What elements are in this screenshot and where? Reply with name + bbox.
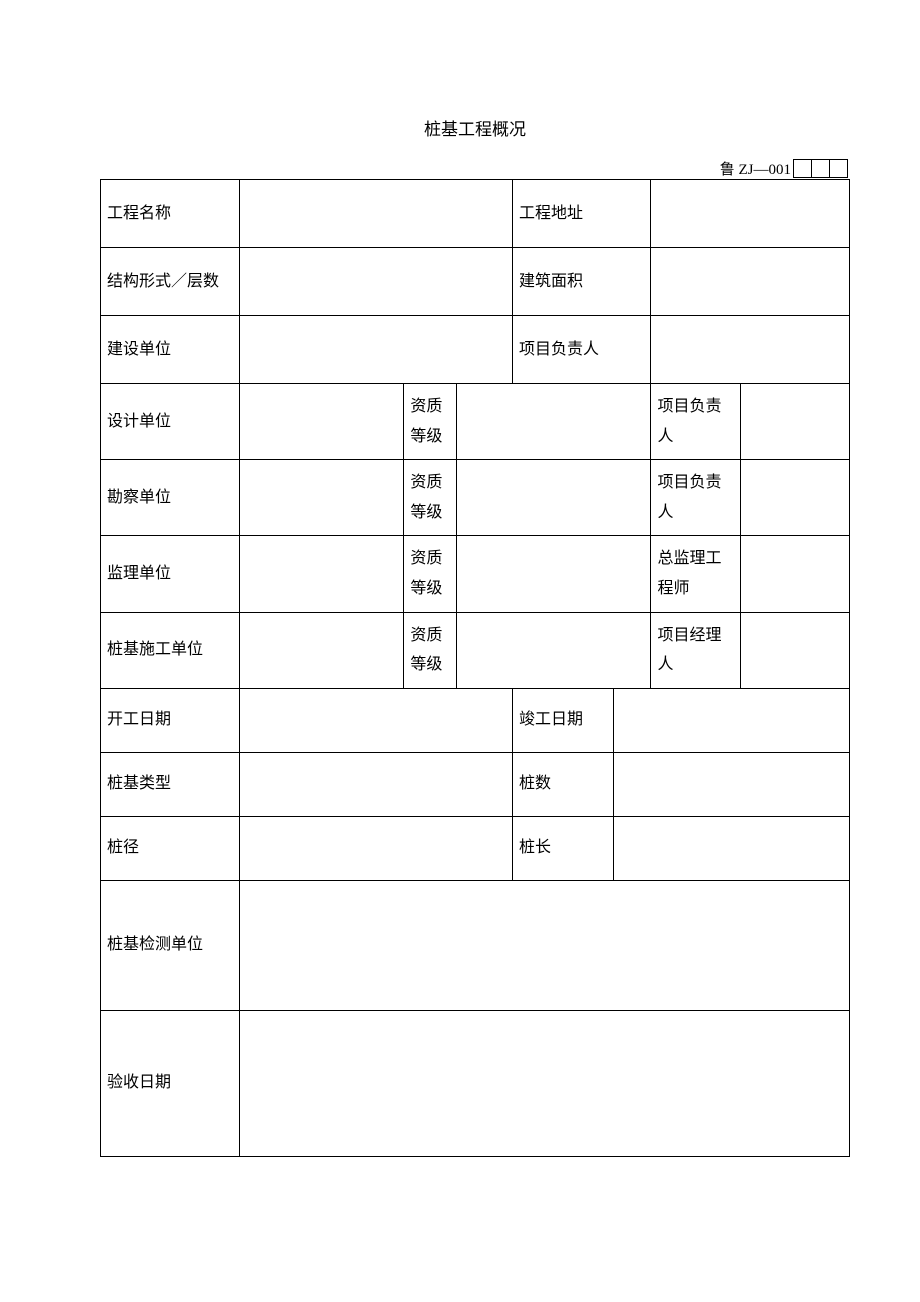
- label-project-leader: 项目负责人: [512, 316, 651, 384]
- value-pile-diameter: [239, 816, 512, 880]
- value-start-date: [239, 688, 512, 752]
- value-pile-type: [239, 752, 512, 816]
- label-project-manager: 项目经理人: [651, 612, 741, 688]
- table-row: 桩基类型 桩数: [101, 752, 850, 816]
- main-table: 工程名称 工程地址 结构形式／层数 建筑面积 建设单位 项目负责人 设计单位 资…: [100, 179, 850, 1157]
- label-pile-length: 桩长: [512, 816, 613, 880]
- table-row: 建设单位 项目负责人: [101, 316, 850, 384]
- label-design-unit: 设计单位: [101, 384, 240, 460]
- label-design-project-leader: 项目负责人: [651, 384, 741, 460]
- table-row: 验收日期: [101, 1010, 850, 1156]
- table-row: 设计单位 资质等级 项目负责人: [101, 384, 850, 460]
- label-survey-project-leader: 项目负责人: [651, 460, 741, 536]
- label-pile-construction-unit: 桩基施工单位: [101, 612, 240, 688]
- table-row: 开工日期 竣工日期: [101, 688, 850, 752]
- form-title: 桩基工程概况: [100, 115, 850, 140]
- doc-code-text: 鲁 ZJ—001: [720, 158, 791, 179]
- value-project-name: [239, 180, 512, 248]
- value-project-leader: [651, 316, 850, 384]
- label-qualification-level: 资质等级: [404, 536, 456, 612]
- label-qualification-level: 资质等级: [404, 384, 456, 460]
- table-row: 工程名称 工程地址: [101, 180, 850, 248]
- label-building-area: 建筑面积: [512, 248, 651, 316]
- label-qualification-level: 资质等级: [404, 460, 456, 536]
- table-row: 桩基检测单位: [101, 880, 850, 1010]
- label-project-name: 工程名称: [101, 180, 240, 248]
- value-acceptance-date: [239, 1010, 849, 1156]
- value-construction-unit: [239, 316, 512, 384]
- value-survey-unit: [239, 460, 404, 536]
- label-pile-testing-unit: 桩基检测单位: [101, 880, 240, 1010]
- table-row: 监理单位 资质等级 总监理工程师: [101, 536, 850, 612]
- table-row: 桩基施工单位 资质等级 项目经理人: [101, 612, 850, 688]
- label-chief-supervision-engineer: 总监理工程师: [651, 536, 741, 612]
- value-structure-floors: [239, 248, 512, 316]
- value-pile-length: [614, 816, 850, 880]
- value-qualification-level: [456, 460, 651, 536]
- label-structure-floors: 结构形式／层数: [101, 248, 240, 316]
- label-start-date: 开工日期: [101, 688, 240, 752]
- code-box: [829, 159, 848, 178]
- value-completion-date: [614, 688, 850, 752]
- value-pile-construction-unit: [239, 612, 404, 688]
- code-box: [793, 159, 812, 178]
- value-qualification-level: [456, 612, 651, 688]
- value-project-address: [651, 180, 850, 248]
- value-supervision-unit: [239, 536, 404, 612]
- value-project-manager: [741, 612, 850, 688]
- doc-code-row: 鲁 ZJ—001: [100, 158, 850, 179]
- value-design-project-leader: [741, 384, 850, 460]
- code-box: [811, 159, 830, 178]
- form-page: 桩基工程概况 鲁 ZJ—001 工程名称 工程地址: [0, 0, 920, 1237]
- label-pile-type: 桩基类型: [101, 752, 240, 816]
- label-supervision-unit: 监理单位: [101, 536, 240, 612]
- label-acceptance-date: 验收日期: [101, 1010, 240, 1156]
- label-construction-unit: 建设单位: [101, 316, 240, 384]
- value-design-unit: [239, 384, 404, 460]
- label-survey-unit: 勘察单位: [101, 460, 240, 536]
- label-pile-count: 桩数: [512, 752, 613, 816]
- table-row: 结构形式／层数 建筑面积: [101, 248, 850, 316]
- value-building-area: [651, 248, 850, 316]
- value-chief-supervision-engineer: [741, 536, 850, 612]
- table-row: 勘察单位 资质等级 项目负责人: [101, 460, 850, 536]
- value-qualification-level: [456, 384, 651, 460]
- value-pile-count: [614, 752, 850, 816]
- table-row: 桩径 桩长: [101, 816, 850, 880]
- value-survey-project-leader: [741, 460, 850, 536]
- label-pile-diameter: 桩径: [101, 816, 240, 880]
- value-pile-testing-unit: [239, 880, 849, 1010]
- label-completion-date: 竣工日期: [512, 688, 613, 752]
- label-qualification-level: 资质等级: [404, 612, 456, 688]
- value-qualification-level: [456, 536, 651, 612]
- label-project-address: 工程地址: [512, 180, 651, 248]
- doc-code-boxes: [793, 159, 848, 178]
